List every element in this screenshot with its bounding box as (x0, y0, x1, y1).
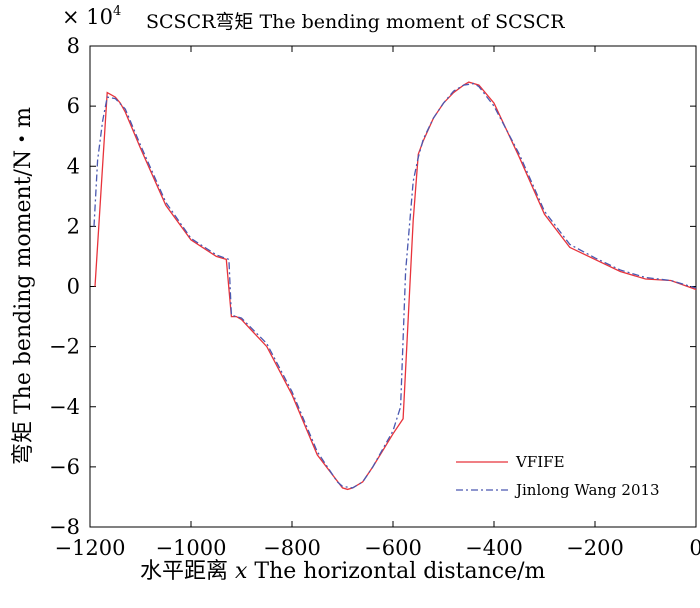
series-line-vfife (94, 81, 697, 491)
x-tick-label: −1200 (54, 536, 125, 560)
legend: VFIFE Jinlong Wang 2013 (456, 453, 660, 499)
x-tick-label: −200 (566, 536, 624, 560)
plot-frame (89, 45, 697, 528)
chart-title: SCSCR弯矩 The bending moment of SCSCR (146, 11, 565, 33)
x-tick-label: 0 (689, 536, 700, 560)
y-tick-label: −2 (49, 335, 80, 359)
x-axis-label: 水平距离 x The horizontal distance/m (140, 559, 546, 584)
y-tick-label: 6 (67, 94, 80, 118)
data-series (93, 81, 697, 491)
y-axis-label: 弯矩 The bending moment/N・m (11, 107, 36, 465)
x-label-prefix: 水平距离 (140, 559, 235, 584)
y-axis: −8 −6 −4 −2 0 2 4 6 8 (49, 34, 696, 539)
y-tick-label: −8 (49, 515, 80, 539)
x-axis: −1200 −1000 −800 −600 −400 −200 0 (54, 46, 700, 560)
x-tick-label: −800 (263, 536, 321, 560)
y-tick-label: −6 (49, 455, 80, 479)
y-multiplier: × 104 (62, 4, 121, 29)
x-label-suffix: The horizontal distance/m (247, 559, 545, 584)
y-tick-label: 2 (67, 214, 80, 238)
y-multiplier-base: × 10 (62, 5, 113, 29)
y-tick-label: 0 (67, 275, 80, 299)
y-tick-label: 8 (67, 34, 80, 58)
x-tick-label: −400 (465, 536, 523, 560)
x-label-variable: x (235, 559, 248, 584)
x-tick-label: −1000 (155, 536, 226, 560)
y-tick-label: −4 (49, 395, 80, 419)
x-tick-label: −600 (364, 536, 422, 560)
legend-label-vfife: VFIFE (515, 453, 565, 471)
y-tick-label: 4 (67, 154, 80, 178)
y-multiplier-exponent: 4 (113, 4, 121, 19)
series-line-jinlong-wang-2013 (93, 82, 697, 489)
legend-label-jinlong: Jinlong Wang 2013 (514, 481, 660, 499)
